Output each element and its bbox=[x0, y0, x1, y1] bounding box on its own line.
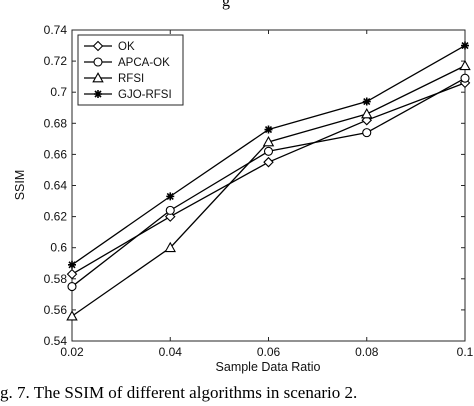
data-point-gjo-rfsi bbox=[461, 41, 469, 50]
legend-label: RFSI bbox=[118, 73, 144, 85]
data-point-rfsi bbox=[361, 108, 373, 119]
y-tick-label: 0.66 bbox=[44, 147, 68, 161]
y-tick-label: 0.54 bbox=[44, 334, 68, 348]
legend-label: APCA-OK bbox=[118, 57, 170, 69]
top-cropped-text: g bbox=[222, 0, 230, 10]
legend-marker-ok bbox=[92, 40, 104, 52]
y-tick-label: 0.58 bbox=[44, 272, 68, 286]
data-point-ok bbox=[66, 268, 78, 280]
data-point-gjo-rfsi bbox=[362, 97, 371, 106]
data-point-ok bbox=[263, 156, 274, 168]
y-tick-label: 0.68 bbox=[44, 116, 68, 130]
data-point-apca-ok bbox=[263, 146, 274, 156]
x-tick-label: 0.06 bbox=[257, 345, 281, 359]
data-point-rfsi bbox=[459, 59, 471, 71]
y-tick-label: 0.62 bbox=[44, 210, 68, 224]
legend-marker-gjo-rfsi bbox=[94, 90, 102, 98]
data-point-gjo-rfsi bbox=[68, 260, 76, 269]
data-point-rfsi bbox=[66, 310, 78, 321]
x-tick-label: 0.04 bbox=[159, 345, 183, 359]
data-point-apca-ok bbox=[460, 73, 470, 83]
x-tick-label: 0.08 bbox=[355, 345, 379, 359]
y-axis-label: SSIM bbox=[13, 170, 27, 201]
y-tick-label: 0.72 bbox=[44, 54, 68, 68]
legend-marker-rfsi bbox=[92, 72, 104, 83]
x-axis-label: Sample Data Ratio bbox=[216, 360, 321, 374]
data-point-gjo-rfsi bbox=[264, 125, 273, 134]
y-tick-label: 0.56 bbox=[44, 303, 68, 317]
data-point-gjo-rfsi bbox=[166, 192, 175, 201]
y-tick-label: 0.7 bbox=[50, 85, 67, 99]
legend: OK APCA-OK RFSI GJO-RFSI bbox=[77, 34, 184, 106]
data-point-rfsi bbox=[262, 136, 275, 147]
legend-label: OK bbox=[118, 41, 135, 53]
legend-marker-apca-ok bbox=[93, 57, 103, 67]
data-point-apca-ok bbox=[362, 128, 372, 138]
data-point-apca-ok bbox=[165, 205, 175, 215]
x-tick-label: 0.1 bbox=[457, 345, 474, 359]
y-tick-label: 0.74 bbox=[44, 23, 68, 37]
figure-caption: g. 7. The SSIM of different algorithms i… bbox=[0, 383, 358, 402]
y-tick-label: 0.6 bbox=[50, 241, 67, 255]
x-tick-label: 0.02 bbox=[60, 345, 84, 359]
data-point-rfsi bbox=[164, 241, 176, 253]
y-tick-label: 0.64 bbox=[44, 179, 68, 193]
legend-label: GJO-RFSI bbox=[118, 89, 172, 101]
data-point-ok bbox=[164, 211, 176, 222]
data-point-apca-ok bbox=[67, 282, 77, 292]
